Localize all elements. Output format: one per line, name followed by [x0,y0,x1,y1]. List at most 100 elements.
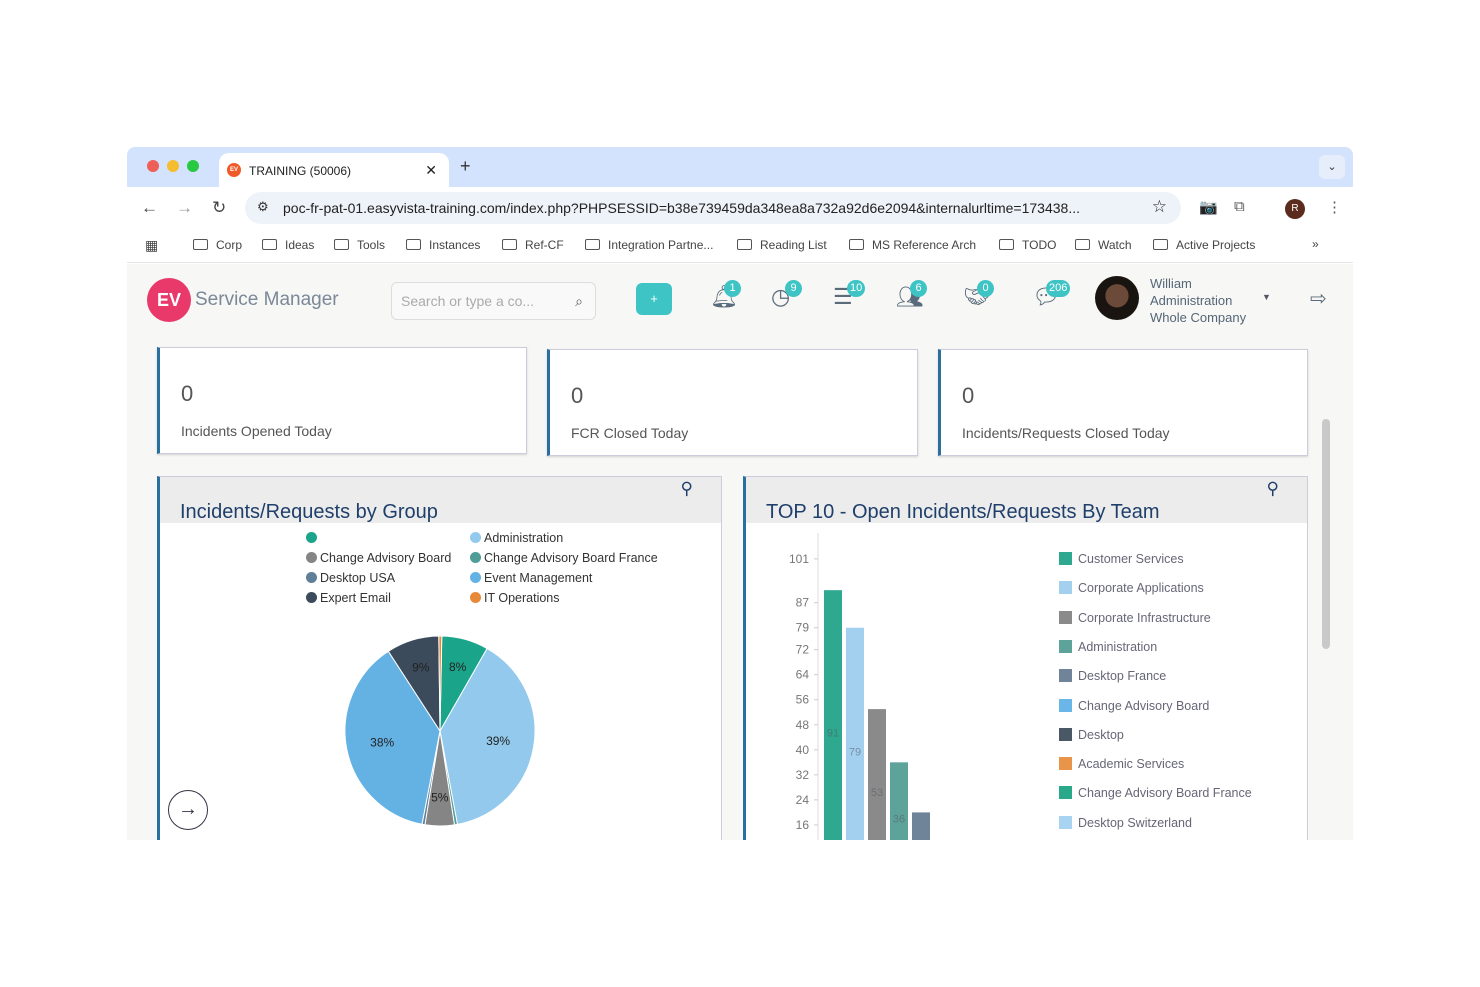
pie-slice[interactable] [438,635,443,732]
new-tab-icon[interactable]: + [460,156,471,176]
bar[interactable] [868,709,886,840]
bar-legend-item[interactable]: Corporate Applications [1059,581,1204,595]
bar-legend-item[interactable]: Administration [1059,639,1157,654]
bell-icon[interactable]: 🔔︎ 1 [710,280,741,310]
logout-icon[interactable]: ⇨ [1310,288,1327,310]
chat-badge: 206 [1046,280,1071,297]
favicon-icon: EV [227,163,241,177]
bar-legend-item[interactable]: Desktop [1059,727,1124,742]
bar-legend-item[interactable]: Desktop France [1059,669,1166,683]
bar-legend-item[interactable]: Customer Services [1059,552,1184,566]
bar-legend-item[interactable]: Desktop Switzerland [1059,815,1192,830]
pie-legend-item[interactable] [306,531,320,545]
search-placeholder: Search or type a co... [401,293,535,309]
bookmark-active-projects[interactable]: Active Projects [1153,238,1255,252]
more-bookmarks-icon[interactable]: » [1312,237,1319,251]
maximize-window-button[interactable] [187,160,199,172]
pie-legend-item[interactable]: IT Operations [470,591,560,605]
browser-tab[interactable]: EV TRAINING (50006) ✕ [219,153,449,187]
pie-slice-label: 38% [370,735,394,749]
bookmark-integration[interactable]: Integration Partne... [585,238,713,252]
browser-window: EV TRAINING (50006) ✕ + ⌄ ← → ↻ ⚙ poc-fr… [127,147,1353,840]
search-icon[interactable]: ⌕ [575,293,583,309]
arrow-right-button[interactable]: → [168,790,208,830]
bar-value-label: 53 [871,787,883,799]
bookmark-tools[interactable]: Tools [334,238,385,252]
clock-icon[interactable]: ◷ 9 [771,280,802,310]
pie-legend-item[interactable]: Change Advisory Board France [470,551,658,565]
scrollbar[interactable] [1322,419,1330,649]
bar-legend-item[interactable]: Change Advisory Board France [1059,786,1252,800]
chat-icon[interactable]: 💬︎ 206 [1032,280,1071,310]
search-input[interactable]: Search or type a co... ⌕ [391,282,596,320]
bookmarks-bar: ▦ Corp Ideas Tools Instances Ref-CF Inte… [127,229,1353,263]
bar[interactable] [824,590,842,840]
tab-search-chevron-icon[interactable]: ⌄ [1319,155,1345,179]
bookmark-todo[interactable]: TODO [999,238,1056,252]
bar-legend-item[interactable]: Corporate Infrastructure [1059,610,1211,625]
y-tick-label: 87 [796,596,810,610]
handshake-icon[interactable]: 🤝︎ 0 [963,280,994,310]
list-icon[interactable]: ☰ 10 [833,280,866,310]
magnifier-icon[interactable]: ⚲ [1266,479,1279,498]
kpi-incidents-opened[interactable]: 0 Incidents Opened Today [157,347,527,454]
menu-kebab-icon[interactable]: ⋮ [1327,199,1342,216]
y-tick-label: 79 [796,621,810,635]
minimize-window-button[interactable] [167,160,179,172]
bookmark-corp[interactable]: Corp [193,238,242,252]
close-window-button[interactable] [147,160,159,172]
extensions-icon[interactable]: ⧉ [1234,198,1245,215]
tab-title: TRAINING (50006) [249,164,352,178]
bar-legend-item[interactable]: Change Advisory Board [1059,698,1209,713]
kpi-closed-today[interactable]: 0 Incidents/Requests Closed Today [938,349,1308,456]
user-scope: Whole Company [1150,310,1247,325]
y-tick-label: 101 [789,552,809,566]
bar-legend-item[interactable]: Academic Services [1059,757,1184,771]
brand-name: Service Manager [195,289,339,310]
list-badge: 10 [847,280,866,297]
site-settings-icon[interactable]: ⚙ [257,199,269,214]
bookmark-ideas[interactable]: Ideas [262,238,314,252]
back-icon[interactable]: ← [141,198,158,217]
magnifier-icon[interactable]: ⚲ [680,479,693,498]
users-icon[interactable]: 👥︎ 6 [896,280,927,310]
pie-slice-label: 8% [449,660,467,674]
panel-header: TOP 10 - Open Incidents/Requests By Team… [746,477,1307,523]
profile-avatar[interactable]: R [1285,199,1305,219]
close-tab-icon[interactable]: ✕ [425,162,437,178]
pie-slice[interactable] [439,647,536,825]
kpi-fcr-closed[interactable]: 0 FCR Closed Today [547,349,918,456]
bar[interactable] [890,762,908,840]
forward-icon[interactable]: → [176,198,193,217]
apps-grid-icon[interactable]: ▦ [145,237,159,253]
user-info[interactable]: William Administration Whole Company [1150,275,1246,326]
bar[interactable] [846,627,864,840]
pie-legend-item[interactable]: Event Management [470,571,592,585]
add-button[interactable]: + [636,283,672,315]
y-tick-label: 48 [796,718,810,732]
pie-legend-item[interactable]: Administration [470,531,563,545]
reload-icon[interactable]: ↻ [212,198,227,217]
pie-legend-item[interactable]: Desktop USA [306,571,395,585]
bookmark-star-icon[interactable]: ☆ [1151,197,1167,216]
url-field[interactable]: ⚙ poc-fr-pat-01.easyvista-training.com/i… [245,192,1181,224]
bookmark-watch[interactable]: Watch [1075,238,1132,252]
user-avatar[interactable] [1095,276,1139,320]
pie-chart: 8% 39% 5% 38% 9% [344,635,536,827]
bookmark-ms-reference[interactable]: MS Reference Arch [849,238,976,252]
bar-value-label: 20 [915,839,927,840]
bookmark-instances[interactable]: Instances [406,238,480,252]
bookmark-ref-cf[interactable]: Ref-CF [502,238,564,252]
bar[interactable] [912,812,930,840]
users-badge: 6 [910,280,927,297]
ev-logo[interactable]: EV [147,278,191,322]
bookmark-reading-list[interactable]: Reading List [737,238,827,252]
tab-bar: EV TRAINING (50006) ✕ + ⌄ [127,147,1353,187]
kpi-value: 0 [181,381,194,406]
pie-legend-item[interactable]: Change Advisory Board [306,551,451,565]
camera-icon[interactable]: 📷 [1199,199,1218,216]
y-tick-label: 40 [796,743,810,757]
pie-legend-item[interactable]: Expert Email [306,591,391,605]
user-dropdown-icon[interactable]: ▼ [1262,292,1271,302]
